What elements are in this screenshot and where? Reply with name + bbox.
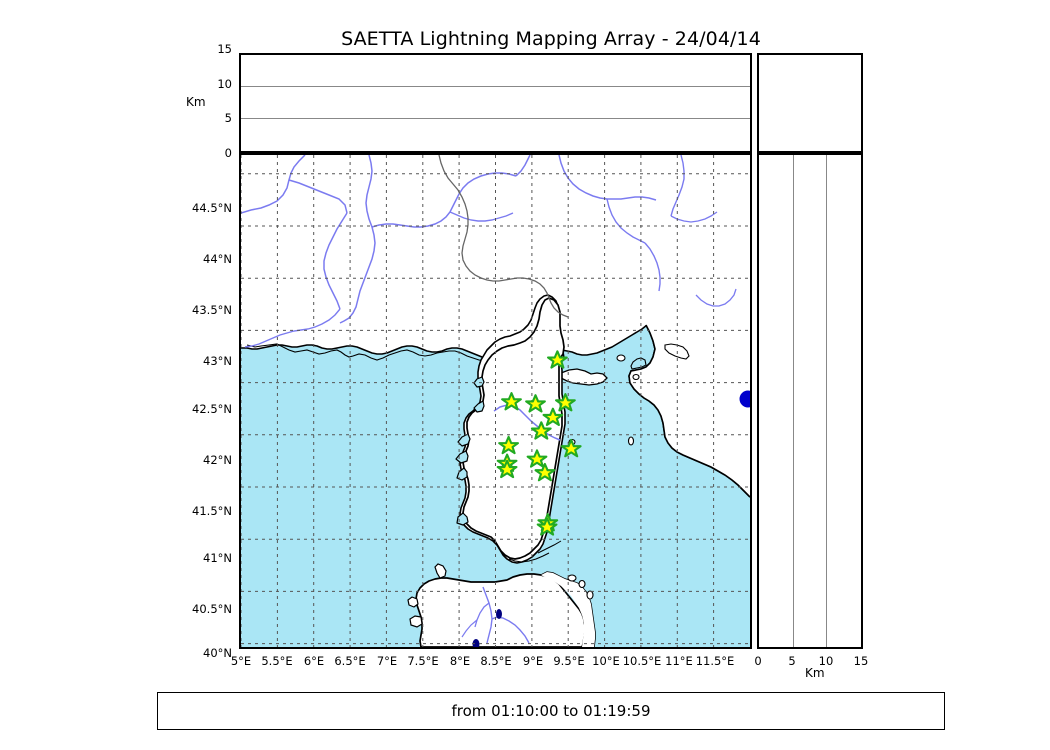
tick-lat-42: 42°N <box>203 453 232 467</box>
tick-km-15: 15 <box>853 654 869 668</box>
tick-lat-44: 44°N <box>203 252 232 266</box>
tick-alt-10: 10 <box>217 77 232 91</box>
tick-lat-40.5: 40.5°N <box>192 602 232 616</box>
tick-alt-0: 0 <box>224 146 232 160</box>
tick-lon-7.5: 7.5°E <box>407 654 439 668</box>
right-km-axis-label: Km <box>805 666 825 680</box>
tick-km-10: 10 <box>818 654 834 668</box>
gridline-km-10 <box>826 155 828 647</box>
tick-lat-40: 40°N <box>203 646 232 660</box>
tick-lon-5.5: 5.5°E <box>261 654 293 668</box>
map-panel[interactable] <box>239 153 752 649</box>
tick-lon-11: 11°E <box>665 654 693 668</box>
tick-lon-8.5: 8.5°E <box>480 654 512 668</box>
map-graphic <box>241 155 750 647</box>
tick-km-5: 5 <box>788 654 796 668</box>
tick-alt-15: 15 <box>217 42 232 56</box>
time-range-text: from 01:10:00 to 01:19:59 <box>451 702 651 720</box>
tick-lon-11.5: 11.5°E <box>695 654 735 668</box>
tick-lon-8: 8°E <box>449 654 471 668</box>
tick-lon-6: 6°E <box>303 654 325 668</box>
tick-lon-7: 7°E <box>376 654 398 668</box>
gridline-alt-10 <box>241 86 750 88</box>
altitude-axis-label: Km <box>186 95 206 109</box>
tick-lon-9: 9°E <box>522 654 544 668</box>
tick-lat-43.5: 43.5°N <box>192 303 232 317</box>
altitude-longitude-panel[interactable] <box>239 53 752 153</box>
tick-lat-44.5: 44.5°N <box>192 201 232 215</box>
tick-lat-43: 43°N <box>203 354 232 368</box>
source-marker <box>739 390 750 408</box>
latitude-altitude-panel[interactable] <box>757 153 863 649</box>
tick-lat-41: 41°N <box>203 551 232 565</box>
tick-alt-5: 5 <box>224 111 232 125</box>
page-title: SAETTA Lightning Mapping Array - 24/04/1… <box>341 28 761 50</box>
tick-lat-41.5: 41.5°N <box>192 504 232 518</box>
tick-lon-9.5: 9.5°E <box>553 654 585 668</box>
gridline-alt-5 <box>241 117 750 119</box>
tick-lon-10: 10°E <box>592 654 620 668</box>
corner-panel[interactable] <box>757 53 863 153</box>
tick-lat-42.5: 42.5°N <box>192 402 232 416</box>
tick-km-0: 0 <box>754 654 762 668</box>
time-range-box: from 01:10:00 to 01:19:59 <box>157 692 945 730</box>
tick-lon-10.5: 10.5°E <box>622 654 662 668</box>
tick-lon-6.5: 6.5°E <box>334 654 366 668</box>
gridline-km-5 <box>792 155 794 647</box>
tick-lon-5: 5°E <box>230 654 252 668</box>
